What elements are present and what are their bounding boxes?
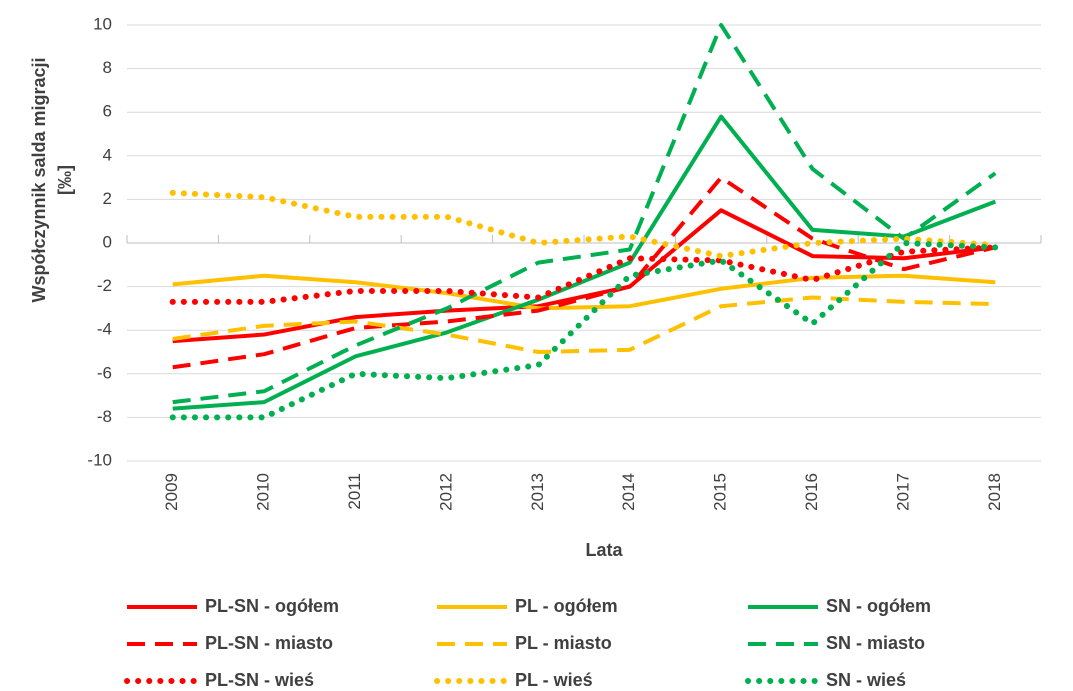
legend-label: SN - ogółem — [826, 596, 931, 616]
x-tick-label: 2012 — [436, 473, 455, 511]
y-tick-label: -2 — [97, 276, 112, 295]
legend-label: PL - ogółem — [515, 596, 618, 616]
y-tick-label: -8 — [97, 407, 112, 426]
y-tick-label: 10 — [93, 14, 112, 33]
legend-label: SN - wieś — [826, 670, 906, 690]
legend-label: PL - miasto — [515, 633, 612, 653]
series-line — [169, 244, 999, 305]
x-tick-label: 2013 — [528, 473, 547, 511]
y-axis-label: [‰] — [55, 165, 75, 195]
legend-label: SN - miasto — [826, 633, 925, 653]
y-tick-label: 8 — [103, 58, 112, 77]
series-line — [172, 175, 996, 370]
x-tick-label: 2016 — [802, 473, 821, 511]
x-tick-label: 2018 — [985, 473, 1004, 511]
x-tick-label: 2015 — [711, 473, 730, 511]
x-tick-label: 2014 — [619, 473, 638, 511]
legend-label: PL-SN - miasto — [205, 633, 333, 653]
y-axis-label: Współczynnik salda migracji — [29, 57, 49, 302]
x-tick-label: 2011 — [345, 473, 364, 510]
legend-label: PL - wieś — [515, 670, 593, 690]
y-tick-label: -10 — [87, 450, 112, 469]
y-tick-label: 4 — [103, 145, 112, 164]
legend-label: PL-SN - ogółem — [205, 596, 339, 616]
series-line — [172, 273, 996, 311]
y-tick-label: -4 — [97, 320, 112, 339]
y-tick-label: 6 — [103, 102, 112, 121]
series-line — [169, 189, 999, 260]
x-tick-label: 2009 — [162, 473, 181, 511]
x-axis-label: Lata — [585, 540, 623, 560]
x-tick-label: 2017 — [893, 473, 912, 511]
series-line — [172, 114, 997, 411]
x-tick-label: 2010 — [254, 473, 273, 511]
series-line — [169, 240, 999, 421]
y-tick-label: -6 — [97, 363, 112, 382]
series-line — [172, 208, 996, 344]
legend-label: PL-SN - wieś — [205, 670, 314, 690]
y-tick-label: 0 — [103, 232, 112, 251]
y-tick-label: 2 — [103, 189, 112, 208]
series-line — [172, 23, 997, 405]
